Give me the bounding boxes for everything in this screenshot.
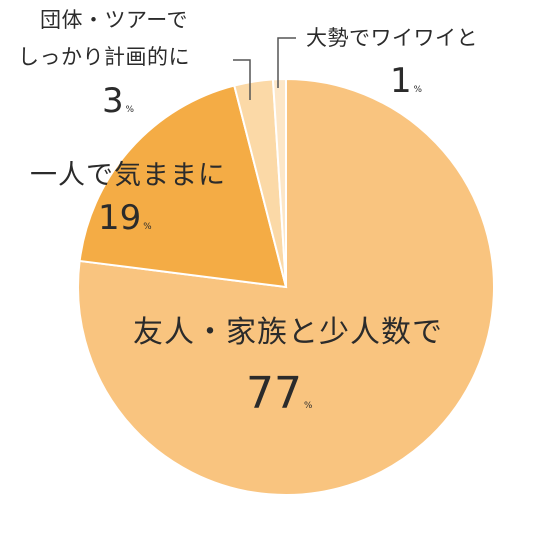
slice-label-crowd: 大勢でワイワイと — [306, 26, 478, 50]
slice-pct-crowd: 1% — [390, 64, 422, 98]
pie-slice-crowd — [271, 77, 287, 288]
pie-slice-friends — [77, 77, 495, 496]
pie-slice-solo — [78, 84, 288, 289]
slice-pct-solo: 19% — [98, 201, 152, 235]
slice-label-friends: 友人・家族と少人数で — [133, 315, 443, 350]
slice-label-solo: 一人で気ままに — [30, 160, 226, 191]
pie-slices — [77, 77, 495, 496]
slice-pct-group: 3% — [102, 84, 134, 118]
leader-lines — [233, 37, 296, 100]
slice-pct-friends: 77% — [246, 372, 312, 416]
slice-label-group-line1: 団体・ツアーで — [40, 8, 188, 32]
slice-pct-solo-unit: % — [143, 222, 152, 232]
slice-label-group-line2: しっかり計画的に — [18, 45, 190, 69]
slice-pct-crowd-value: 1 — [390, 61, 412, 101]
slice-pct-friends-unit: % — [304, 401, 313, 411]
slice-pct-friends-value: 77 — [246, 368, 302, 419]
slice-pct-group-unit: % — [125, 105, 134, 115]
slice-pct-crowd-unit: % — [413, 85, 422, 95]
slice-pct-group-value: 3 — [102, 81, 124, 121]
slice-pct-solo-value: 19 — [98, 198, 142, 238]
leader-line-crowd — [277, 37, 296, 88]
leader-line-group — [233, 59, 251, 100]
